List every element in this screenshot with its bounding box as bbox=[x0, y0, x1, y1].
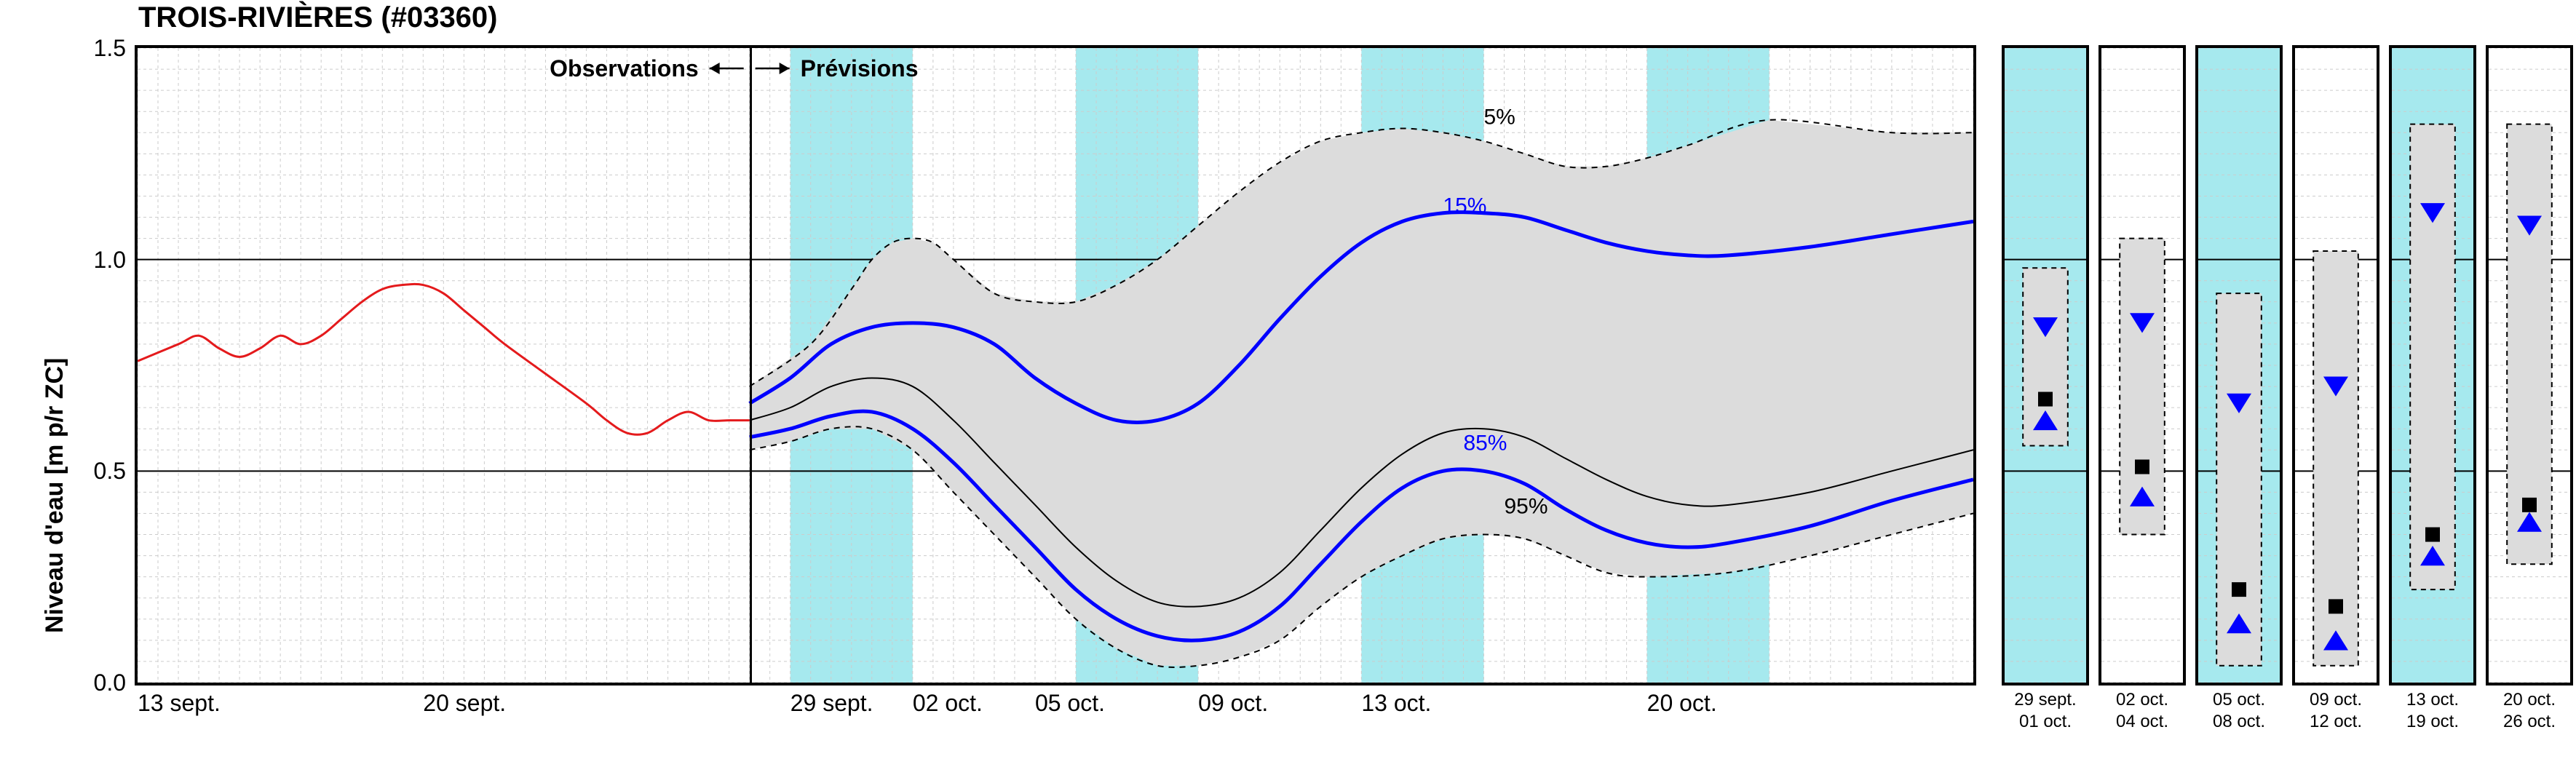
summary-panel-date-top: 05 oct. bbox=[2188, 690, 2290, 710]
summary-panel-date-top: 29 sept. bbox=[1994, 690, 2096, 710]
summary-panel-date-bottom: 04 oct. bbox=[2091, 712, 2193, 732]
summary-panel bbox=[2099, 45, 2186, 685]
summary-panel-date-bottom: 08 oct. bbox=[2188, 712, 2290, 732]
summary-panel-date-top: 09 oct. bbox=[2285, 690, 2387, 710]
summary-panel bbox=[2486, 45, 2573, 685]
summary-panel bbox=[2292, 45, 2379, 685]
legend-arrows bbox=[0, 0, 2576, 767]
summary-panel-date-bottom: 26 oct. bbox=[2478, 712, 2576, 732]
y-tick-label: 1.0 bbox=[94, 247, 126, 274]
x-tick-label: 13 sept. bbox=[138, 690, 221, 717]
y-tick-label: 1.5 bbox=[94, 35, 126, 62]
x-tick-label: 02 oct. bbox=[913, 690, 983, 717]
summary-panel-date-top: 02 oct. bbox=[2091, 690, 2193, 710]
summary-panel-date-bottom: 19 oct. bbox=[2382, 712, 2484, 732]
summary-panel bbox=[2389, 45, 2476, 685]
x-tick-label: 05 oct. bbox=[1035, 690, 1105, 717]
y-tick-label: 0.5 bbox=[94, 458, 126, 485]
y-tick-label: 0.0 bbox=[94, 669, 126, 696]
summary-panel-date-bottom: 12 oct. bbox=[2285, 712, 2387, 732]
x-tick-label: 20 oct. bbox=[1647, 690, 1717, 717]
x-tick-label: 09 oct. bbox=[1198, 690, 1268, 717]
summary-panel bbox=[2002, 45, 2089, 685]
summary-panel-date-top: 13 oct. bbox=[2382, 690, 2484, 710]
summary-panel-date-bottom: 01 oct. bbox=[1994, 712, 2096, 732]
x-tick-label: 13 oct. bbox=[1361, 690, 1431, 717]
x-tick-label: 20 sept. bbox=[423, 690, 506, 717]
summary-panel-date-top: 20 oct. bbox=[2478, 690, 2576, 710]
summary-panel bbox=[2195, 45, 2283, 685]
figure: TROIS-RIVIÈRES (#03360) Niveau d'eau [m … bbox=[0, 0, 2576, 767]
x-tick-label: 29 sept. bbox=[790, 690, 873, 717]
